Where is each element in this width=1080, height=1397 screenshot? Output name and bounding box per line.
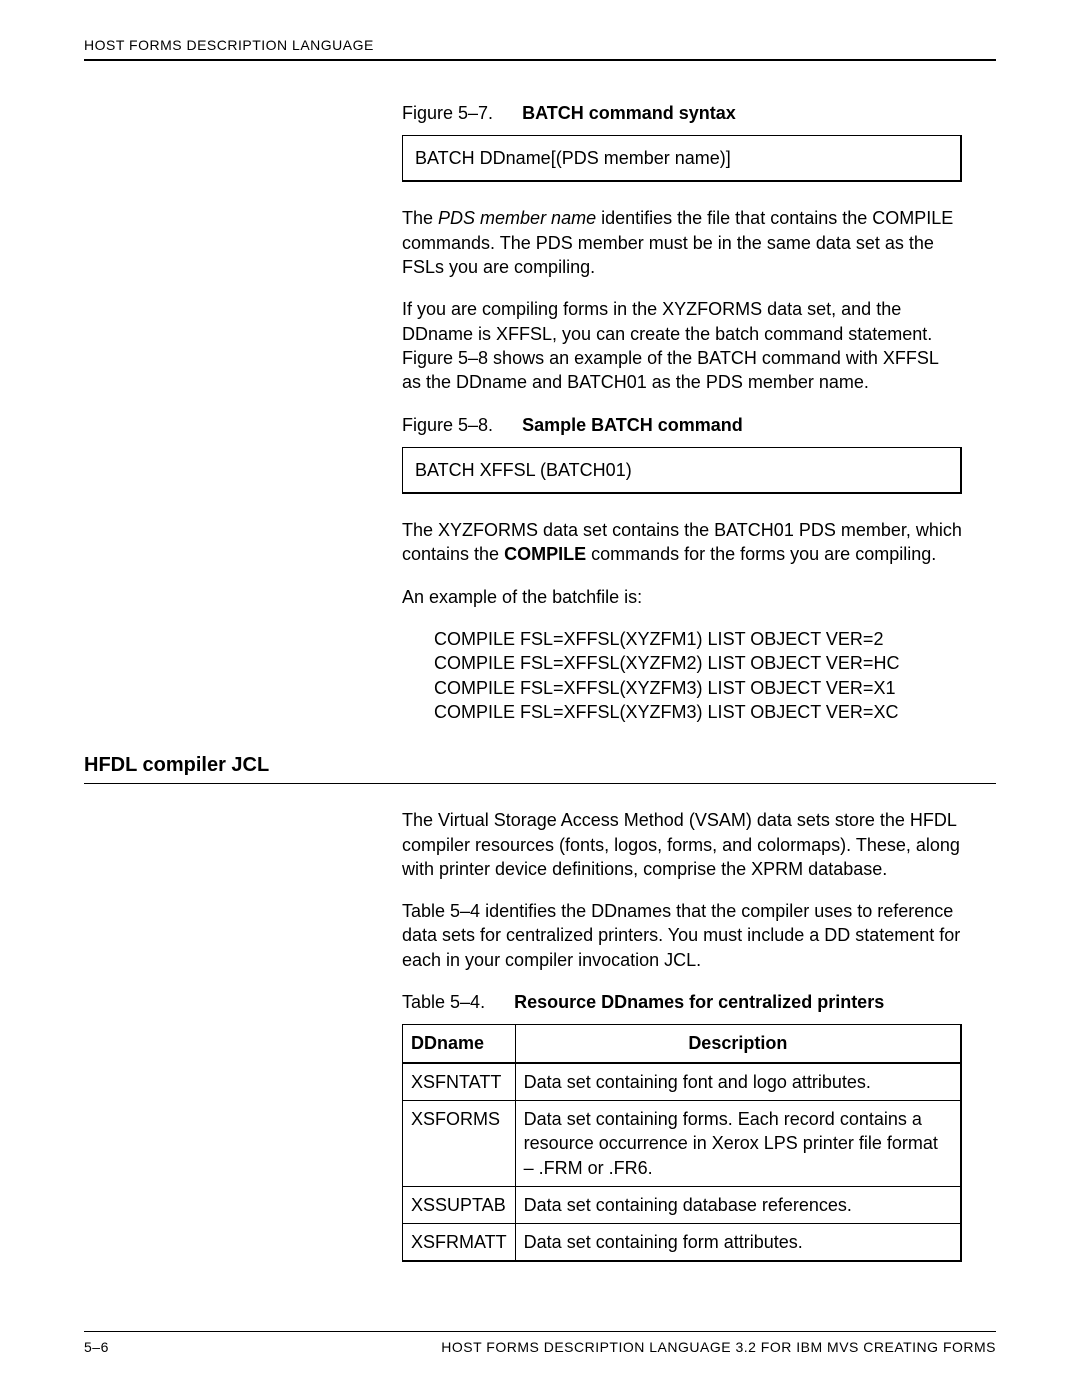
- figure-5-7-box: BATCH DDname[(PDS member name)]: [402, 135, 962, 182]
- code-line: COMPILE FSL=XFFSL(XYZFM1) LIST OBJECT VE…: [434, 627, 962, 651]
- figure-5-8-label: Figure 5–8. Sample BATCH command: [402, 413, 962, 437]
- paragraph-batchfile-intro: An example of the batchfile is:: [402, 585, 962, 609]
- content-column: Figure 5–7. BATCH command syntax BATCH D…: [402, 101, 962, 724]
- figure-caption: BATCH command syntax: [498, 103, 736, 123]
- code-line: COMPILE FSL=XFFSL(XYZFM3) LIST OBJECT VE…: [434, 700, 962, 724]
- page-footer: 5–6 HOST FORMS DESCRIPTION LANGUAGE 3.2 …: [84, 1331, 996, 1357]
- cell-ddname: XSSUPTAB: [403, 1186, 516, 1223]
- table-row: XSFORMS Data set containing forms. Each …: [403, 1100, 962, 1186]
- bottom-rule: [84, 1331, 996, 1332]
- table-row: XSFNTATT Data set containing font and lo…: [403, 1063, 962, 1101]
- cell-description: Data set containing form attributes.: [515, 1224, 961, 1262]
- cell-description: Data set containing font and logo attrib…: [515, 1063, 961, 1101]
- cell-description: Data set containing database references.: [515, 1186, 961, 1223]
- footer-row: 5–6 HOST FORMS DESCRIPTION LANGUAGE 3.2 …: [84, 1338, 996, 1357]
- footer-title: HOST FORMS DESCRIPTION LANGUAGE 3.2 FOR …: [441, 1338, 996, 1357]
- paragraph-vsam: The Virtual Storage Access Method (VSAM)…: [402, 808, 962, 881]
- section-rule: [84, 783, 996, 784]
- cell-ddname: XSFNTATT: [403, 1063, 516, 1101]
- text: commands for the forms you are compiling…: [586, 544, 936, 564]
- running-head: HOST FORMS DESCRIPTION LANGUAGE: [84, 36, 996, 55]
- cell-ddname: XSFRMATT: [403, 1224, 516, 1262]
- paragraph-batch01: The XYZFORMS data set contains the BATCH…: [402, 518, 962, 567]
- figure-caption: Sample BATCH command: [498, 415, 743, 435]
- batch-example-lines: COMPILE FSL=XFFSL(XYZFM1) LIST OBJECT VE…: [434, 627, 962, 724]
- table-row: XSFRMATT Data set containing form attrib…: [403, 1224, 962, 1262]
- paragraph-pds-member: The PDS member name identifies the file …: [402, 206, 962, 279]
- cell-description: Data set containing forms. Each record c…: [515, 1100, 961, 1186]
- table-row: XSSUPTAB Data set containing database re…: [403, 1186, 962, 1223]
- paragraph-xyzforms: If you are compiling forms in the XYZFOR…: [402, 297, 962, 394]
- figure-5-7-label: Figure 5–7. BATCH command syntax: [402, 101, 962, 125]
- code-line: COMPILE FSL=XFFSL(XYZFM2) LIST OBJECT VE…: [434, 651, 962, 675]
- page-number: 5–6: [84, 1338, 109, 1357]
- col-description: Description: [515, 1025, 961, 1063]
- page: HOST FORMS DESCRIPTION LANGUAGE Figure 5…: [0, 0, 1080, 1397]
- cell-ddname: XSFORMS: [403, 1100, 516, 1186]
- table-caption: Resource DDnames for centralized printer…: [490, 992, 884, 1012]
- figure-number: Figure 5–8.: [402, 415, 493, 435]
- section-heading-hfdl-jcl: HFDL compiler JCL: [84, 752, 996, 779]
- figure-number: Figure 5–7.: [402, 103, 493, 123]
- table-number: Table 5–4.: [402, 992, 485, 1012]
- italic-text: PDS member name: [438, 208, 596, 228]
- col-ddname: DDname: [403, 1025, 516, 1063]
- bold-text: COMPILE: [504, 544, 586, 564]
- table-header-row: DDname Description: [403, 1025, 962, 1063]
- figure-5-8-box: BATCH XFFSL (BATCH01): [402, 447, 962, 494]
- code-line: COMPILE FSL=XFFSL(XYZFM3) LIST OBJECT VE…: [434, 676, 962, 700]
- content-column: The Virtual Storage Access Method (VSAM)…: [402, 808, 962, 1262]
- paragraph-table-intro: Table 5–4 identifies the DDnames that th…: [402, 899, 962, 972]
- text: The: [402, 208, 438, 228]
- top-rule: [84, 59, 996, 61]
- table-5-4-label: Table 5–4. Resource DDnames for centrali…: [402, 990, 962, 1014]
- ddnames-table: DDname Description XSFNTATT Data set con…: [402, 1024, 962, 1262]
